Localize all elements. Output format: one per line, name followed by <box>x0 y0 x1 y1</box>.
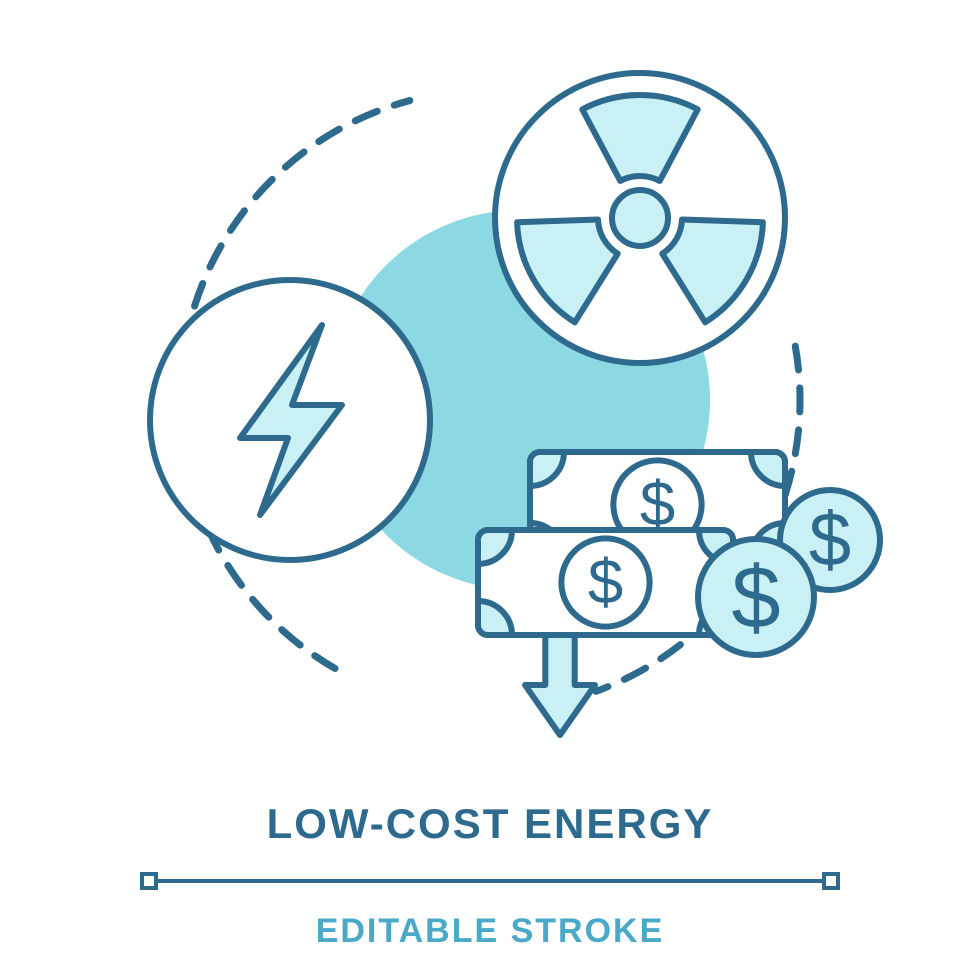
divider-endcap-left <box>140 872 158 890</box>
infographic-canvas: { "viewport": { "width": 980, "height": … <box>0 0 980 980</box>
divider-line <box>149 879 831 883</box>
subtitle: EDITABLE STROKE <box>0 912 980 951</box>
divider-endcap-right <box>822 872 840 890</box>
divider <box>140 872 840 890</box>
svg-text:$: $ <box>588 548 623 618</box>
svg-text:$: $ <box>731 548 780 647</box>
concept-illustration: $$$$ <box>0 0 980 740</box>
svg-text:$: $ <box>809 498 851 583</box>
title: LOW-COST ENERGY <box>0 800 980 848</box>
